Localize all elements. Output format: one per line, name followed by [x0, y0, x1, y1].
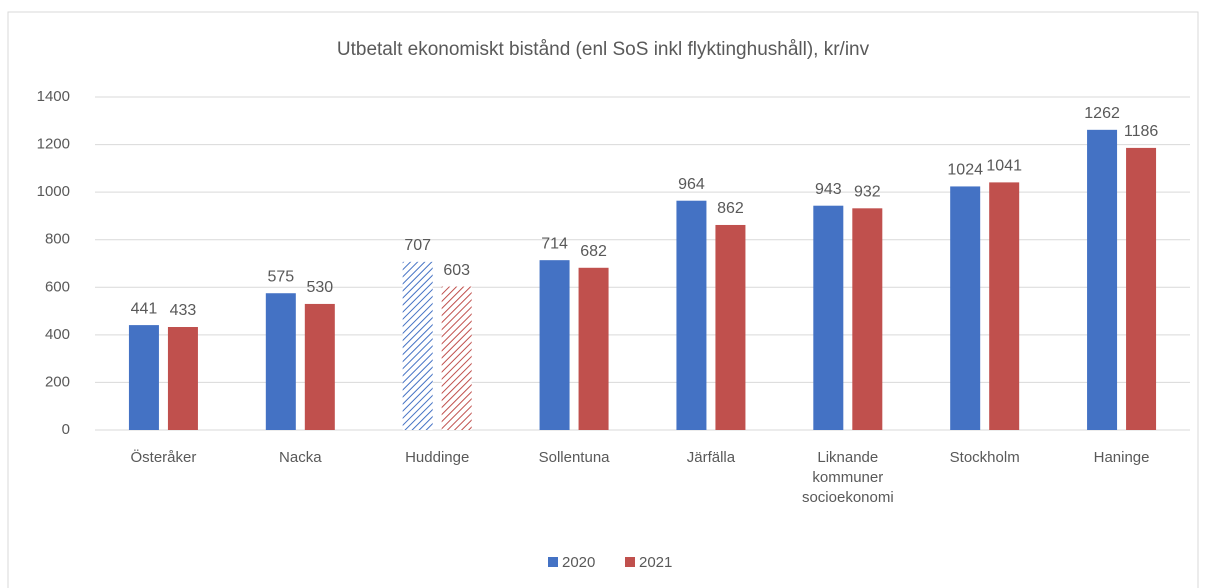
y-tick-label: 1200 — [37, 136, 70, 153]
y-tick-label: 800 — [45, 231, 70, 248]
bar — [1087, 129, 1118, 430]
data-label: 862 — [717, 200, 744, 217]
data-label: 1024 — [947, 162, 983, 179]
bar — [989, 182, 1020, 430]
bar — [304, 303, 335, 430]
legend-label: 2020 — [562, 554, 595, 571]
legend-swatch — [548, 557, 558, 567]
x-tick-label: Österåker — [130, 449, 197, 466]
y-tick-label: 400 — [45, 326, 70, 343]
bar — [167, 327, 198, 430]
data-label: 1041 — [986, 158, 1022, 175]
bar — [441, 286, 472, 430]
legend-swatch — [625, 557, 635, 567]
bar — [539, 260, 570, 430]
data-label: 682 — [580, 243, 607, 260]
y-tick-label: 0 — [62, 421, 70, 438]
bar — [402, 261, 433, 430]
bar — [265, 293, 296, 430]
x-tick-label: Järfälla — [686, 449, 736, 466]
data-label: 943 — [815, 181, 842, 198]
x-tick-label: Nacka — [279, 449, 322, 466]
x-tick-label: Huddinge — [405, 449, 470, 466]
y-tick-label: 200 — [45, 373, 70, 390]
x-tick-label: Haninge — [1093, 449, 1150, 466]
bar — [852, 208, 883, 430]
data-label: 433 — [170, 302, 197, 319]
bar — [715, 224, 746, 430]
bar — [950, 186, 981, 430]
x-tick-label: Sollentuna — [538, 449, 610, 466]
y-tick-label: 1000 — [37, 183, 70, 200]
y-tick-label: 1400 — [37, 88, 70, 105]
data-label: 530 — [306, 279, 333, 296]
bar — [578, 267, 609, 430]
data-label: 714 — [541, 235, 568, 252]
data-label: 603 — [443, 262, 470, 279]
x-tick-label: Stockholm — [949, 449, 1020, 466]
data-label: 1262 — [1084, 105, 1120, 122]
chart-title: Utbetalt ekonomiskt bistånd (enl SoS ink… — [337, 39, 870, 60]
bar — [813, 205, 844, 430]
bar — [128, 325, 159, 430]
data-label: 964 — [678, 176, 705, 193]
x-tick-label: Liknande kommuner socioekonomi — [801, 449, 894, 506]
data-label: 575 — [267, 268, 294, 285]
bar — [676, 200, 707, 430]
y-tick-label: 600 — [45, 278, 70, 295]
legend-label: 2021 — [639, 554, 672, 571]
bar — [1126, 147, 1157, 430]
data-label: 1186 — [1124, 123, 1159, 140]
data-label: 932 — [854, 184, 881, 201]
data-label: 441 — [131, 300, 158, 317]
data-label: 707 — [404, 237, 431, 254]
